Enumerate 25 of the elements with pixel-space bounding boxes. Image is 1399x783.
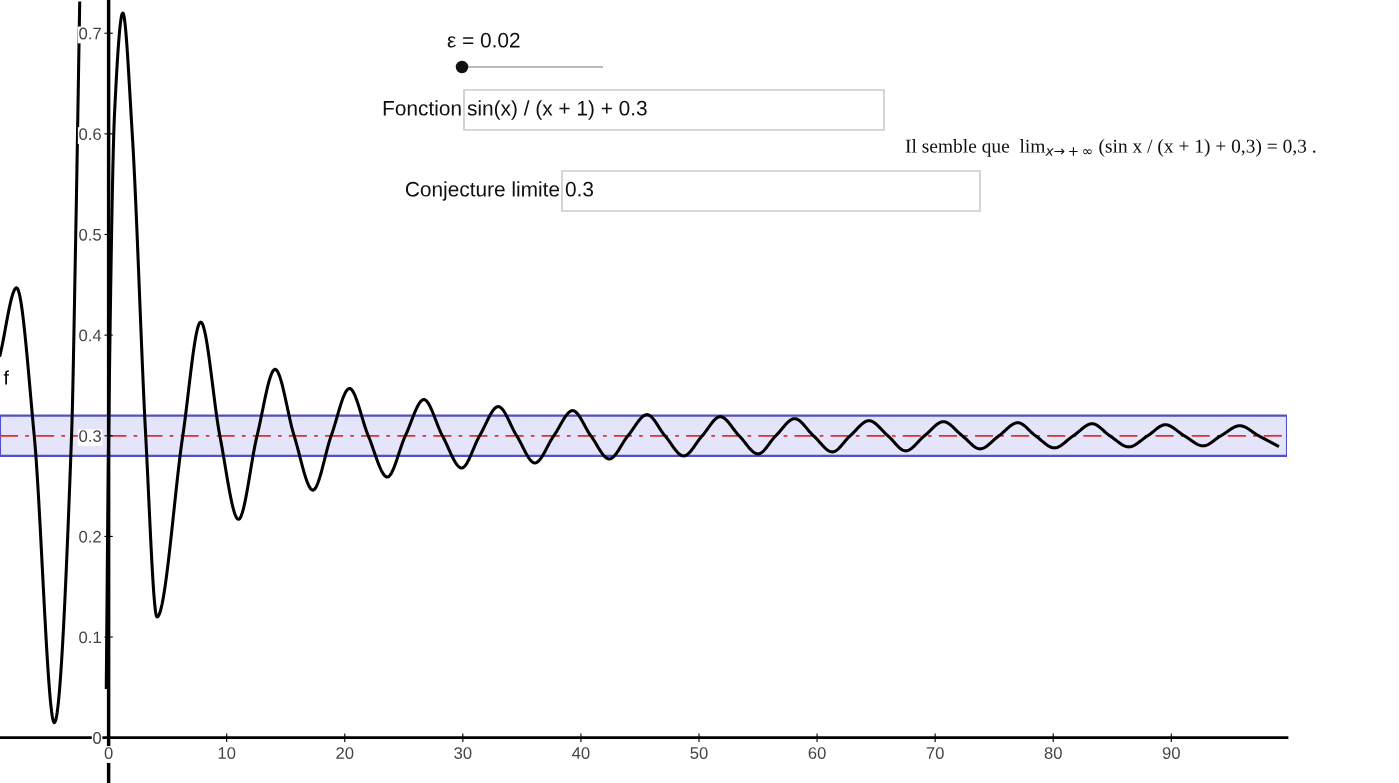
- x-tick-label: 40: [572, 747, 590, 759]
- series-label: f: [3, 370, 9, 385]
- annotation: Fonction: [383, 100, 461, 116]
- y-tick-label: 0.6: [79, 128, 101, 141]
- annotation: 0.3: [565, 181, 594, 197]
- annotation: Conjecture limite: [405, 181, 560, 201]
- y-tick-label: 0.3: [79, 430, 101, 442]
- y-tick-label: 0.2: [79, 530, 101, 543]
- y-tick-label: 0.4: [79, 329, 102, 342]
- x-tick-label: 60: [808, 747, 826, 759]
- x-tick-label: 30: [454, 747, 472, 759]
- y-tick-label: 0.7: [79, 27, 101, 40]
- x-tick-label: 20: [336, 747, 354, 759]
- annotation: ε = 0.02: [447, 32, 520, 48]
- annotation: sin(x) / (x + 1) + 0.3: [467, 100, 647, 120]
- y-tick-label: 0.5: [79, 228, 101, 241]
- y-tick-label: 0: [93, 732, 102, 744]
- y-tick-label: 0.1: [79, 631, 101, 644]
- x-tick-label: 10: [218, 747, 236, 759]
- x-tick-label: 70: [926, 747, 944, 759]
- x-tick-label: 50: [690, 747, 708, 759]
- x-tick-label: 90: [1162, 747, 1180, 759]
- annotation: Il semble que lim$_{x→+∞}$ (sin x / (x + 1) + 0,3) = 0,3 .: [905, 139, 1316, 157]
- x-tick-label: 80: [1044, 747, 1062, 759]
- x-tick-label: 0: [104, 747, 113, 759]
